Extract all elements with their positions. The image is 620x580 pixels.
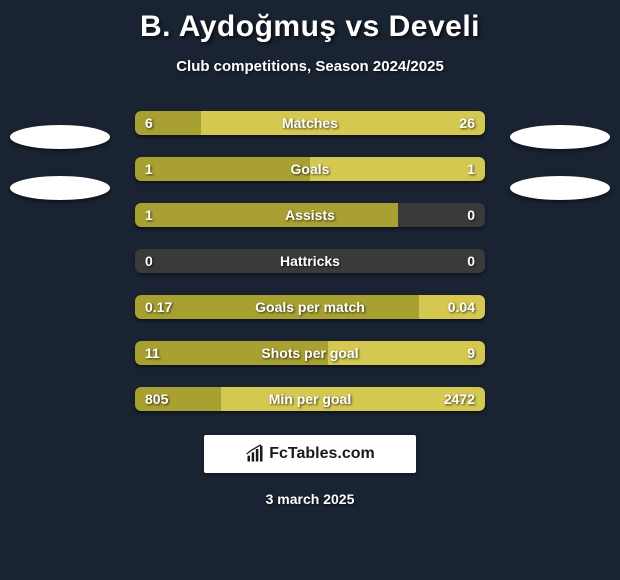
stat-label: Matches — [135, 111, 485, 135]
brand-badge: FcTables.com — [204, 435, 416, 473]
stat-label: Goals — [135, 157, 485, 181]
date-label: 3 march 2025 — [0, 491, 620, 507]
stat-row: 119Shots per goal — [135, 341, 485, 365]
brand-text: FcTables.com — [269, 445, 375, 463]
stat-row: 0.170.04Goals per match — [135, 295, 485, 319]
stat-label: Assists — [135, 203, 485, 227]
stat-label: Goals per match — [135, 295, 485, 319]
stats-comparison: 626Matches 11Goals 10Assists 00Hattricks 0.1… — [0, 111, 620, 411]
stat-label: Shots per goal — [135, 341, 485, 365]
stat-row: 00Hattricks — [135, 249, 485, 273]
stat-row: 11Goals — [135, 157, 485, 181]
stat-row: 626Matches — [135, 111, 485, 135]
chart-icon — [245, 444, 265, 464]
stat-row: 10Assists — [135, 203, 485, 227]
stat-label: Hattricks — [135, 249, 485, 273]
page-title: B. Aydoğmuş vs Develi — [0, 0, 620, 44]
stat-row: 8052472Min per goal — [135, 387, 485, 411]
subtitle: Club competitions, Season 2024/2025 — [0, 58, 620, 75]
stat-label: Min per goal — [135, 387, 485, 411]
